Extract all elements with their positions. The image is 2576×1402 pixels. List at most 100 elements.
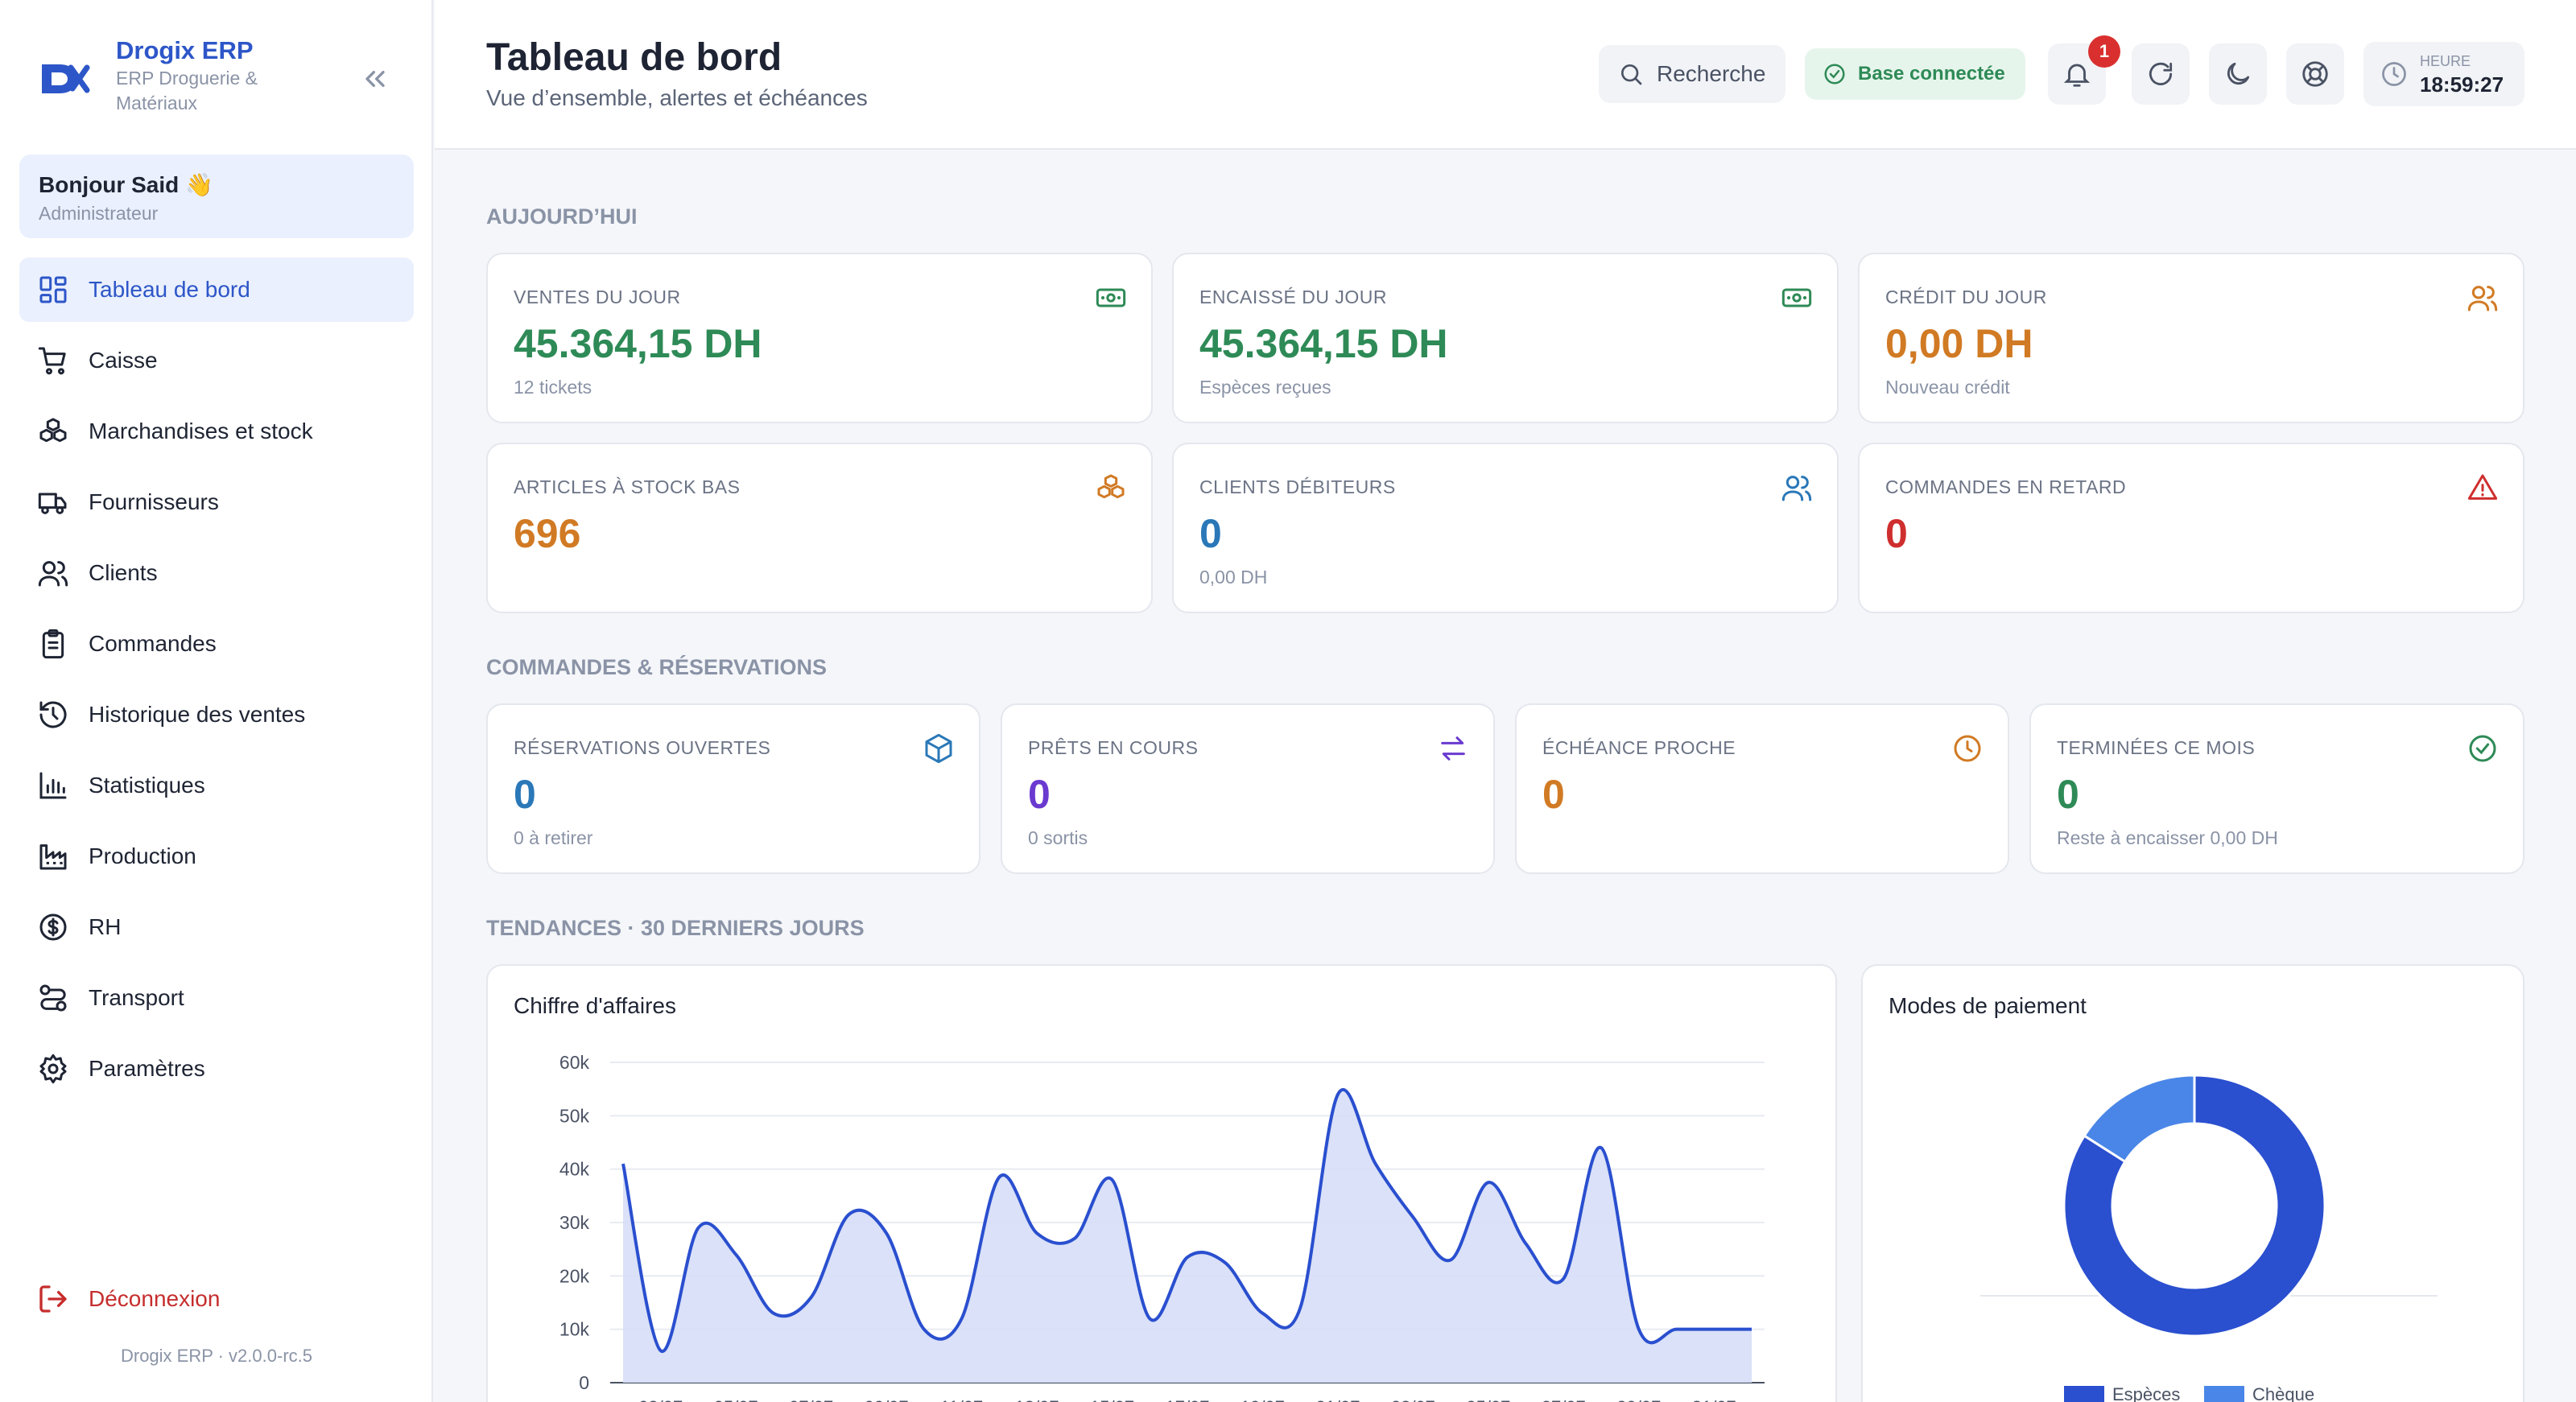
x-tick-label: 17/07	[1165, 1397, 1209, 1402]
sidebar-item-label: Caisse	[89, 348, 158, 373]
users-icon	[2467, 286, 2498, 311]
legend-item-cheque[interactable]: Chèque	[2204, 1384, 2314, 1402]
kpi-sub: 0,00 DH	[1199, 567, 1268, 588]
check-circle-icon	[1824, 64, 1845, 85]
kpi-card-debtors[interactable]: CLIENTS DÉBITEURS 0 0,00 DH	[1172, 443, 1839, 613]
order-sub: 0 à retirer	[514, 827, 593, 848]
section-title-today: AUJOURD’HUI	[486, 204, 638, 229]
bell-icon	[2063, 64, 2091, 87]
truck-icon	[38, 493, 67, 514]
y-tick-label: 30k	[559, 1212, 590, 1233]
kpi-card-low-stock[interactable]: ARTICLES À STOCK BAS 696	[486, 443, 1153, 613]
brand-subtitle: ERP Droguerie & Matériaux	[116, 68, 258, 113]
order-value: 0	[1542, 772, 1565, 817]
moon-icon	[2227, 62, 2250, 85]
kpi-label: CRÉDIT DU JOUR	[1885, 287, 2047, 307]
sidebar-item-stock[interactable]: Marchandises et stock	[19, 399, 414, 464]
y-tick-label: 40k	[559, 1159, 590, 1180]
db-status-label: Base connectée	[1858, 63, 2005, 85]
clock-time: 18:59:27	[2420, 72, 2504, 97]
sidebar-item-sales-history[interactable]: Historique des ventes	[19, 682, 414, 747]
sidebar-item-clients[interactable]: Clients	[19, 541, 414, 605]
logout-label: Déconnexion	[89, 1286, 221, 1311]
clock-icon	[2382, 62, 2406, 86]
x-tick-label: 23/07	[1391, 1397, 1435, 1402]
x-tick-label: 31/07	[1692, 1397, 1736, 1402]
kpi-card-cashed[interactable]: ENCAISSÉ DU JOUR 45.364,15 DH Espèces re…	[1172, 253, 1839, 423]
order-card-loans[interactable]: PRÊTS EN COURS 0 0 sortis	[1001, 703, 1495, 874]
sidebar-item-suppliers[interactable]: Fournisseurs	[19, 470, 414, 534]
help-button[interactable]	[2286, 43, 2344, 105]
sidebar-item-orders[interactable]: Commandes	[19, 612, 414, 676]
legend-swatch	[2204, 1386, 2244, 1402]
sidebar-item-label: Paramètres	[89, 1056, 205, 1081]
notifications-button-wrap[interactable]: 1	[2048, 35, 2120, 105]
x-tick-label: 29/07	[1616, 1397, 1661, 1402]
sidebar-item-transport[interactable]: Transport	[19, 966, 414, 1030]
donut-slice[interactable]	[2083, 1074, 2196, 1164]
x-tick-label: 15/07	[1090, 1397, 1134, 1402]
order-label: ÉCHÉANCE PROCHE	[1542, 737, 1736, 758]
brand-name: Drogix ERP	[116, 36, 254, 64]
kpi-sub: 12 tickets	[514, 377, 592, 398]
order-card-reservations[interactable]: RÉSERVATIONS OUVERTES 0 0 à retirer	[486, 703, 980, 874]
boxes-icon	[39, 418, 67, 443]
kpi-sub: Espèces reçues	[1199, 377, 1331, 398]
revenue-chart-panel: Chiffre d'affaires 0 10k 20k 30k 40k 50k 60k 03…	[486, 964, 1837, 1402]
x-tick-label: 19/07	[1241, 1397, 1285, 1402]
search-icon	[1621, 64, 1642, 85]
logout-button[interactable]: Déconnexion	[37, 1283, 220, 1315]
dark-mode-toggle[interactable]	[2209, 43, 2267, 105]
y-tick-label: 60k	[559, 1052, 590, 1073]
search-button[interactable]: Recherche	[1599, 45, 1785, 103]
refresh-button[interactable]	[2132, 43, 2190, 105]
order-sub: 0 sortis	[1028, 827, 1088, 848]
kpi-value: 0	[1885, 511, 1908, 556]
sidebar-item-production[interactable]: Production	[19, 824, 414, 889]
x-tick-label: 11/07	[940, 1397, 983, 1402]
kpi-label: COMMANDES EN RETARD	[1885, 476, 2127, 497]
banknote-icon	[1781, 288, 1812, 307]
revenue-line	[621, 1087, 1752, 1353]
collapse-sidebar-icon[interactable]	[359, 63, 391, 95]
user-role: Administrateur	[39, 203, 159, 224]
revenue-area	[623, 1089, 1752, 1383]
gear-icon	[39, 1054, 67, 1084]
search-label: Recherche	[1657, 61, 1766, 86]
clock-icon	[1954, 735, 1981, 762]
order-card-due-soon[interactable]: ÉCHÉANCE PROCHE 0	[1515, 703, 2009, 874]
kpi-value: 0,00 DH	[1885, 321, 2033, 366]
sidebar-item-hr[interactable]: RH	[19, 895, 414, 959]
dashboard-icon	[39, 276, 67, 303]
kpi-label: ARTICLES À STOCK BAS	[514, 476, 741, 497]
order-card-completed[interactable]: TERMINÉES CE MOIS 0 Reste à encaisser 0,…	[2029, 703, 2524, 874]
donut-slice[interactable]	[2062, 1074, 2326, 1338]
sidebar-item-caisse[interactable]: Caisse	[19, 328, 414, 393]
x-tick-label: 07/07	[789, 1397, 833, 1402]
kpi-value: 45.364,15 DH	[1199, 321, 1448, 366]
sidebar-item-dashboard[interactable]: Tableau de bord	[19, 258, 414, 322]
kpi-value: 45.364,15 DH	[514, 321, 762, 366]
legend-item-cash[interactable]: Espèces	[2064, 1384, 2180, 1402]
sidebar-item-statistics[interactable]: Statistiques	[19, 753, 414, 818]
order-value: 0	[514, 772, 536, 817]
lifebuoy-icon	[2302, 61, 2328, 87]
dollar-circle-icon	[39, 913, 67, 941]
page-subtitle: Vue d’ensemble, alertes et échéances	[486, 85, 868, 110]
x-tick-label: 27/07	[1542, 1397, 1586, 1402]
sidebar-item-label: Statistiques	[89, 773, 205, 798]
payment-donut-chart	[1980, 1074, 2438, 1338]
check-circle-icon	[2469, 735, 2496, 762]
sidebar-item-label: RH	[89, 914, 122, 939]
route-icon	[39, 984, 67, 1012]
order-value: 0	[1028, 772, 1051, 817]
order-label: RÉSERVATIONS OUVERTES	[514, 737, 771, 758]
x-tick-label: 03/07	[638, 1397, 683, 1402]
sidebar-item-settings[interactable]: Paramètres	[19, 1037, 414, 1101]
kpi-card-late-orders[interactable]: COMMANDES EN RETARD 0	[1858, 443, 2524, 613]
legend-label: Chèque	[2252, 1384, 2315, 1402]
logo-icon	[42, 64, 90, 93]
kpi-card-credit[interactable]: CRÉDIT DU JOUR 0,00 DH Nouveau crédit	[1858, 253, 2524, 423]
kpi-card-sales[interactable]: VENTES DU JOUR 45.364,15 DH 12 tickets	[486, 253, 1153, 423]
order-sub: Reste à encaisser 0,00 DH	[2057, 827, 2278, 848]
